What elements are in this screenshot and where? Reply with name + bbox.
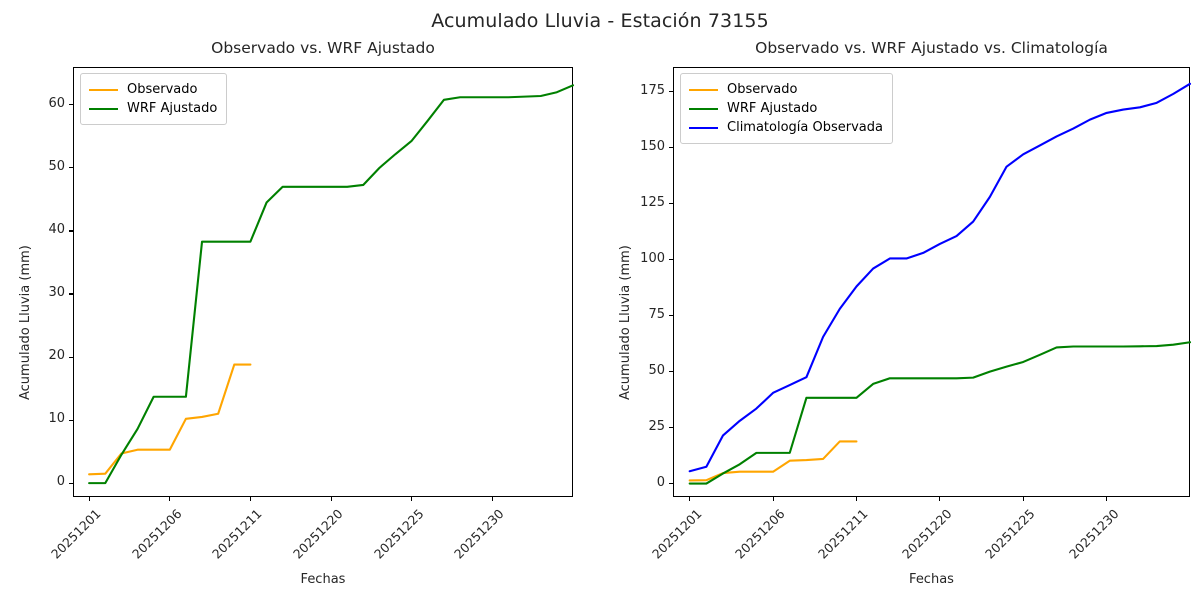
ytick-mark xyxy=(669,147,673,149)
axes-left-series-layer xyxy=(88,84,575,485)
axes-right-series-layer xyxy=(688,82,1192,485)
xtick-mark xyxy=(330,497,332,501)
ytick-mark xyxy=(669,427,673,429)
ytick-mark xyxy=(69,419,73,421)
legend-label: Climatología Observada xyxy=(727,120,883,135)
ytick-label: 50 xyxy=(48,158,65,174)
ytick-mark xyxy=(69,293,73,295)
ytick-label: 30 xyxy=(48,284,65,300)
axes-right-frame xyxy=(673,67,1190,497)
ytick-mark xyxy=(69,104,73,106)
axes-left-xlabel: Fechas xyxy=(300,572,346,587)
xtick-mark xyxy=(1106,497,1108,501)
ytick-label: 40 xyxy=(48,221,65,237)
legend-item[interactable]: Climatología Observada xyxy=(689,118,883,137)
figure-title: Acumulado Lluvia - Estación 73155 xyxy=(431,10,769,32)
axes-right-legend[interactable]: Observado WRF Ajustado Climatología Observ… xyxy=(680,73,893,144)
ytick-label: 50 xyxy=(648,362,665,378)
ytick-label: 75 xyxy=(648,306,665,322)
xtick-mark xyxy=(169,497,171,501)
ytick-label: 175 xyxy=(640,82,665,98)
ytick-mark xyxy=(69,167,73,169)
axes-right-title: Observado vs. WRF Ajustado vs. Climatolo… xyxy=(755,39,1108,57)
axes-left-frame xyxy=(73,67,573,497)
ytick-mark xyxy=(669,315,673,317)
series-line-wrf-ajustado xyxy=(88,84,575,485)
xtick-mark xyxy=(1022,497,1024,501)
xtick-mark xyxy=(855,497,858,501)
axes-left-legend[interactable]: Observado WRF Ajustado xyxy=(80,73,228,125)
series-line-observado xyxy=(688,440,858,482)
ytick-label: 60 xyxy=(48,95,65,111)
ytick-label: 20 xyxy=(48,348,65,364)
ytick-label: 0 xyxy=(56,474,65,490)
ytick-label: 100 xyxy=(640,250,665,266)
xtick-mark xyxy=(491,497,493,501)
ytick-label: 10 xyxy=(48,411,65,427)
ytick-label: 125 xyxy=(640,194,665,210)
axes-left: Observado vs. WRF Ajustado 0 10 20 30 40 50 60… xyxy=(48,39,575,562)
xtick-mark xyxy=(772,497,774,501)
legend-label: Observado xyxy=(727,82,798,97)
ytick-mark xyxy=(669,91,673,93)
ytick-label: 0 xyxy=(656,474,665,490)
axes-right: Observado vs. WRF Ajustado vs. Climatolo… xyxy=(640,39,1192,562)
legend-item[interactable]: Observado xyxy=(89,80,217,99)
axes-left-title: Observado vs. WRF Ajustado xyxy=(211,39,435,57)
ytick-label: 25 xyxy=(648,418,665,434)
legend-swatch-line-icon xyxy=(89,107,118,110)
xtick-mark xyxy=(88,497,90,501)
legend-item[interactable]: Observado xyxy=(689,80,883,99)
legend-item[interactable]: WRF Ajustado xyxy=(89,99,217,118)
xtick-mark xyxy=(411,497,413,501)
series-line-climatolog-a-observada xyxy=(688,82,1192,473)
ytick-mark xyxy=(69,356,73,358)
ytick-mark xyxy=(669,259,673,261)
ytick-mark xyxy=(69,482,73,484)
legend-label: WRF Ajustado xyxy=(127,101,218,116)
legend-swatch-line-icon xyxy=(89,88,118,91)
legend-swatch-line-icon xyxy=(689,107,718,110)
ytick-mark xyxy=(669,371,673,373)
xtick-mark xyxy=(939,497,941,501)
axes-right-xlabel: Fechas xyxy=(909,572,954,587)
legend-item[interactable]: WRF Ajustado xyxy=(689,99,883,118)
ytick-mark xyxy=(69,230,73,232)
ytick-mark xyxy=(669,203,673,205)
ytick-label: 150 xyxy=(640,138,665,154)
axes-right-ylabel: Acumulado Lluvia (mm) xyxy=(618,245,633,400)
series-line-observado xyxy=(88,363,252,476)
axes-left-ylabel: Acumulado Lluvia (mm) xyxy=(18,245,33,400)
ytick-mark xyxy=(669,483,673,485)
series-line-wrf-ajustado xyxy=(688,341,1192,485)
xtick-mark xyxy=(689,497,691,501)
legend-swatch-line-icon xyxy=(689,126,718,129)
xtick-mark xyxy=(249,497,251,501)
legend-label: Observado xyxy=(127,82,198,97)
legend-label: WRF Ajustado xyxy=(727,101,818,116)
legend-swatch-line-icon xyxy=(689,88,718,91)
